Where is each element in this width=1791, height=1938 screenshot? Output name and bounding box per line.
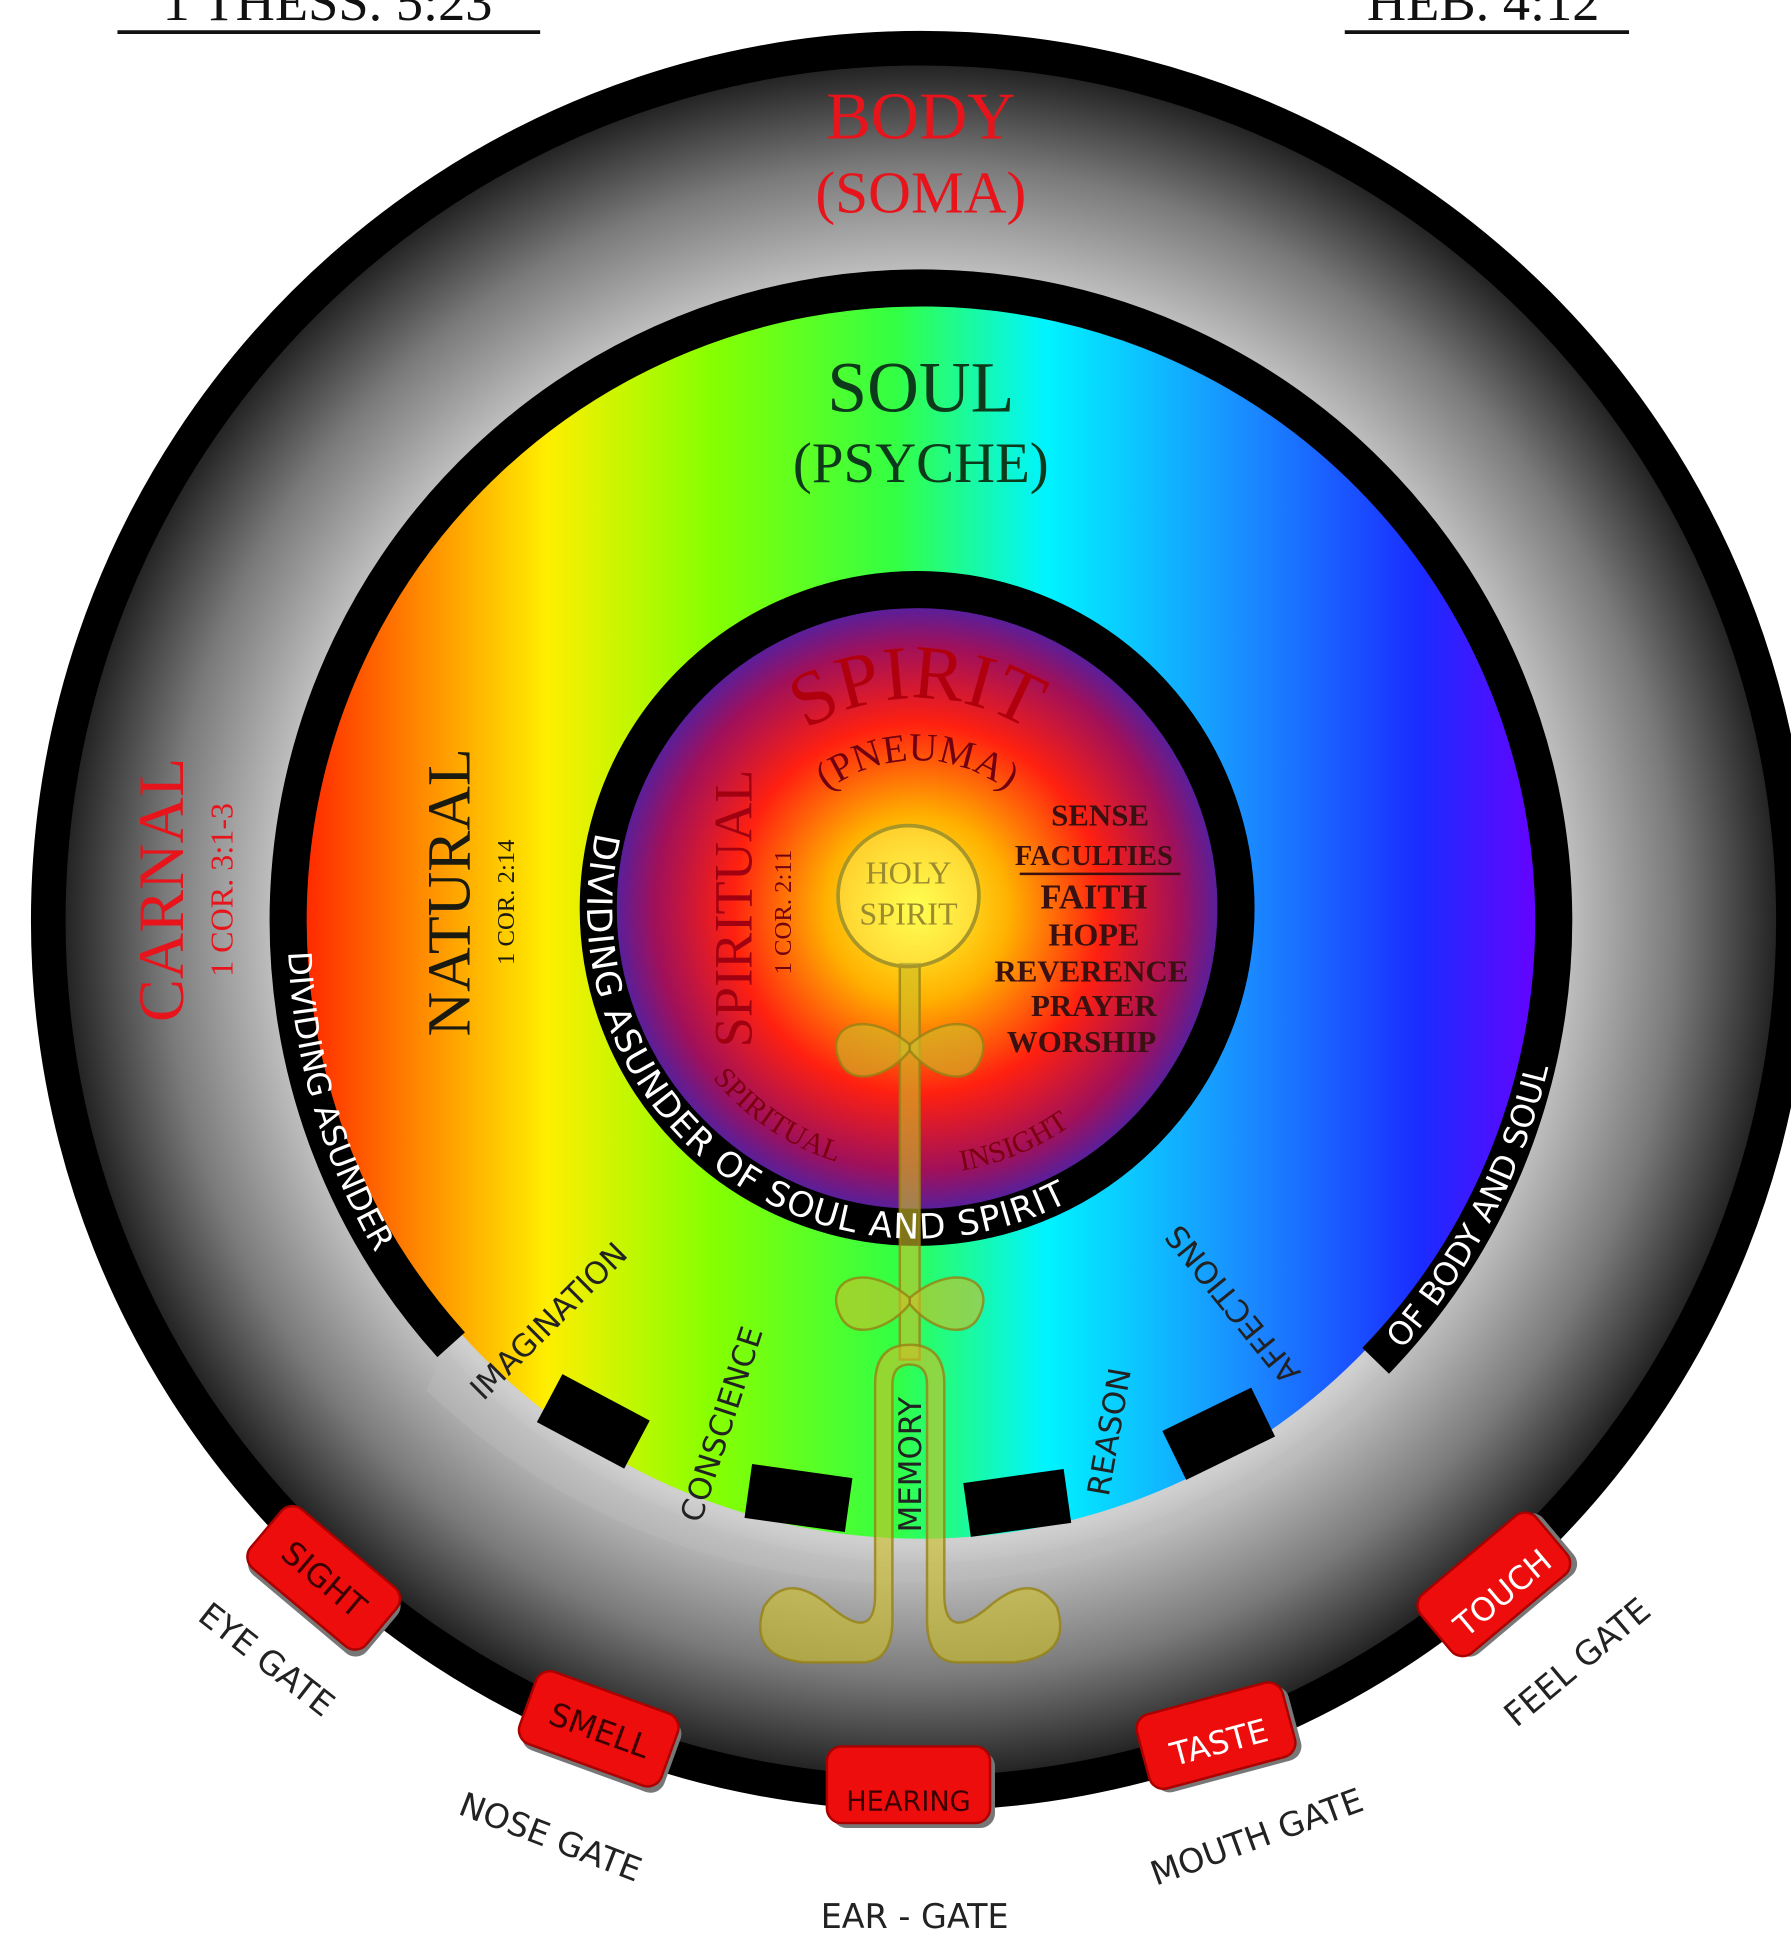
notch — [744, 1464, 853, 1532]
leaf — [834, 1022, 911, 1078]
spirit-reference: 1 COR. 2:11 — [770, 850, 797, 975]
sense: TASTE — [1135, 1681, 1302, 1793]
soul-reference: 1 COR. 2:14 — [493, 839, 520, 965]
soul-border — [269, 269, 1573, 1374]
root — [759, 1343, 1062, 1664]
gate: NOSE GATE — [454, 1784, 647, 1889]
sense-label: HEARING — [846, 1787, 971, 1818]
senses: SIGHT SMELL HEARING TASTE TOUCH — [246, 1504, 1578, 1828]
sense-box — [517, 1669, 680, 1788]
holy-spirit-label: SPIRIT — [859, 896, 958, 932]
sense-box — [825, 1745, 992, 1825]
faculty: WORSHIP — [1007, 1024, 1156, 1059]
faculties-heading: SENSE — [1051, 798, 1149, 833]
sense: SMELL — [517, 1669, 682, 1793]
sense-box — [1135, 1681, 1297, 1791]
gate: MOUTH GATE — [1145, 1780, 1368, 1893]
shade — [426, 1349, 1385, 1584]
soul-title: SOUL — [827, 348, 1014, 428]
leaf — [834, 1276, 911, 1331]
notch — [963, 1468, 1072, 1537]
faculties: SENSE FACULTIES FAITH HOPE REVERENCE PRA… — [994, 798, 1188, 1059]
leaf — [908, 1276, 985, 1331]
soul-label: NATURAL — [416, 748, 484, 1036]
leaf — [908, 1022, 985, 1078]
tree — [759, 962, 1062, 1664]
soul-subtitle: (PSYCHE) — [793, 432, 1049, 495]
sense-box — [1416, 1511, 1572, 1658]
faculty: FAITH — [1040, 878, 1147, 916]
body-title: BODY — [826, 80, 1015, 153]
faculty: REVERENCE — [994, 953, 1188, 988]
gate: EAR - GATE — [821, 1897, 1009, 1936]
sense: HEARING — [825, 1745, 995, 1828]
faculties-heading: FACULTIES — [1015, 841, 1173, 872]
notch — [1162, 1387, 1276, 1480]
reference: HEB. 4:12 — [1367, 0, 1600, 32]
spirit-label: SPIRITUAL — [704, 769, 764, 1047]
notch — [536, 1374, 650, 1469]
reference: 1 THESS. 5:23 — [163, 0, 493, 32]
sense-box — [246, 1504, 402, 1651]
body-reference: 1 COR. 3:1-3 — [203, 803, 239, 977]
holy-spirit-label: HOLY — [865, 855, 951, 891]
faculty: HOPE — [1048, 917, 1139, 953]
holy-spirit-circle — [836, 823, 981, 969]
soul-faculty: MEMORY — [893, 1397, 929, 1533]
faculty: PRAYER — [1031, 988, 1158, 1023]
body-subtitle: (SOMA) — [815, 160, 1026, 226]
body-label: CARNAL — [126, 758, 197, 1022]
